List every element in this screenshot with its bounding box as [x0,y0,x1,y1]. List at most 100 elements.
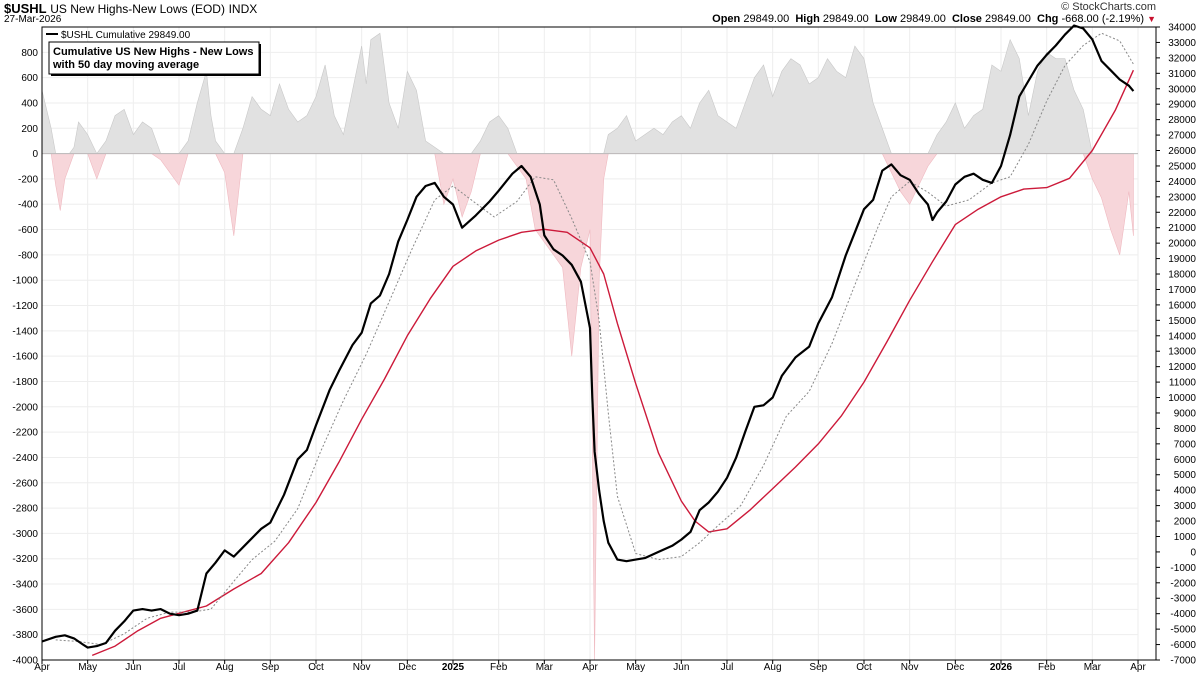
exchange: INDX [228,2,258,16]
daily-net-area [41,32,1138,661]
right-tick-label: 7000 [1174,439,1197,450]
x-tick-label: Apr [34,662,50,673]
left-tick-label: -600 [18,225,38,236]
right-tick-label: 33000 [1168,38,1196,49]
right-tick-label: -7000 [1170,656,1196,667]
low-label: Low [874,13,897,25]
right-tick-label: 11000 [1169,378,1197,389]
x-tick-label: Jul [173,662,186,673]
right-tick-label: -6000 [1170,640,1196,651]
right-tick-label: -5000 [1170,625,1196,636]
symbol-description: US New Highs-New Lows (EOD) [50,2,225,16]
chart-header: $USHL US New Highs-New Lows (EOD) INDX 2… [0,0,1200,26]
x-tick-label: Aug [764,662,782,673]
right-tick-label: 27000 [1168,131,1196,142]
left-tick-label: 400 [21,98,38,109]
right-tick-label: 23000 [1168,192,1196,203]
x-tick-label: Jul [721,662,734,673]
symbol-title: $USHL US New Highs-New Lows (EOD) INDX [4,1,257,16]
x-tick-label: Jun [673,662,689,673]
plot-frame [41,26,1157,661]
left-tick-label: -1400 [12,326,38,337]
ma50-line [91,69,1135,657]
x-tick-label: Feb [1038,662,1056,673]
left-tick-label: 0 [32,149,38,160]
right-tick-label: 14000 [1168,331,1196,342]
x-tick-label: Apr [1130,662,1146,673]
left-tick-label: -1600 [12,352,38,363]
right-tick-label: 29000 [1168,100,1196,111]
x-tick-label: Nov [353,662,371,673]
left-tick-label: -2200 [12,428,38,439]
chart-date: 27-Mar-2026 [4,14,62,25]
right-tick-label: 0 [1190,547,1196,558]
x-tick-label: Apr [582,662,598,673]
left-tick-label: -200 [18,174,38,185]
left-tick-label: 800 [21,48,38,59]
right-tick-label: 24000 [1168,177,1196,188]
left-tick-label: 200 [21,124,38,135]
chg-label: Chg [1037,13,1059,25]
right-tick-label: 12000 [1168,362,1196,373]
right-tick-label: 16000 [1168,300,1196,311]
x-tick-label: May [626,662,645,673]
chg-value: -668.00 (-2.19%) [1061,13,1145,25]
x-axis-ticks: Apr May Jun Jul Aug Sep Oct Nov Dec 2025 Feb Mar Apr… [34,660,1146,673]
left-tick-label: -2600 [12,478,38,489]
right-tick-label: 30000 [1168,84,1196,95]
open-label: Open [712,13,741,25]
left-tick-label: -1000 [12,276,38,287]
right-tick-label: 25000 [1168,161,1196,172]
right-tick-label: 34000 [1168,23,1196,34]
x-tick-label: Dec [946,662,964,673]
right-tick-label: 21000 [1168,223,1196,234]
left-tick-label: -3400 [12,580,38,591]
series-lines [41,24,1135,657]
x-tick-label: Nov [901,662,919,673]
ohlc-readout: Open 29849.00 High 29849.00 Low 29849.00… [712,13,1156,25]
left-tick-label: -3000 [12,529,38,540]
left-tick-label: -1800 [12,377,38,388]
left-tick-label: -2800 [12,504,38,515]
annotation-box: Cumulative US New Highs - New Lows with … [48,41,261,76]
right-tick-label: 19000 [1168,254,1196,265]
annotation-line-1: Cumulative US New Highs - New Lows [53,46,253,58]
down-triangle-icon: ▼ [1147,14,1156,24]
open-value: 29849.00 [743,13,790,25]
legend-label: $USHL Cumulative 29849.00 [61,30,191,41]
right-tick-label: 26000 [1168,146,1196,157]
x-tick-label: May [78,662,97,673]
left-tick-label: -3600 [12,605,38,616]
right-tick-label: 2000 [1174,517,1197,528]
right-tick-label: 8000 [1174,424,1197,435]
x-tick-label: Aug [216,662,234,673]
short-ma-line [55,32,1134,646]
close-value: 29849.00 [985,13,1031,25]
close-label: Close [951,13,982,25]
stockcharts-brand: © StockCharts.com [1061,1,1156,13]
right-tick-label: 15000 [1168,316,1196,327]
x-tick-label: Oct [308,662,324,673]
right-tick-label: -2000 [1170,578,1196,589]
x-tick-label: Mar [1084,662,1102,673]
left-tick-label: -3800 [12,630,38,641]
left-tick-label: -3200 [12,554,38,565]
right-tick-label: 5000 [1174,470,1197,481]
x-tick-label: Sep [261,662,279,673]
right-tick-label: 31000 [1168,69,1196,80]
right-tick-label: 1000 [1174,532,1197,543]
right-axis-ticks: 3400033000320003100030000290002800027000… [1156,23,1196,667]
right-tick-label: -1000 [1170,563,1196,574]
x-tick-label: Jun [125,662,141,673]
right-tick-label: 9000 [1174,408,1197,419]
x-tick-label: 2025 [442,662,465,673]
x-tick-label: Feb [490,662,508,673]
right-tick-label: 3000 [1174,501,1197,512]
right-tick-label: 6000 [1174,455,1197,466]
low-value: 29849.00 [899,13,946,25]
right-tick-label: 32000 [1168,53,1196,64]
symbol: $USHL [4,1,47,16]
right-tick-label: 20000 [1168,239,1196,250]
x-tick-label: Dec [398,662,416,673]
